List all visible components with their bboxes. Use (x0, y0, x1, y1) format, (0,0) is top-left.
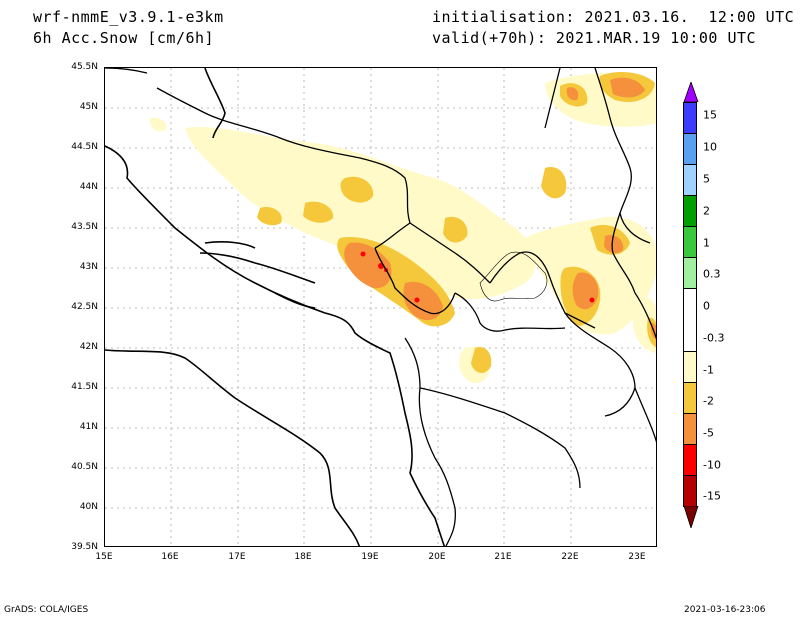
lat-label: 43N (79, 262, 98, 272)
lat-label: 45.5N (71, 62, 98, 72)
colorbar-swatch (683, 444, 697, 476)
lon-label: 20E (428, 552, 446, 562)
lat-label: 43.5N (71, 222, 98, 232)
render-timestamp: 2021-03-16-23:06 (684, 605, 766, 615)
colorbar-swatch (683, 164, 697, 196)
colorbar-label: 0 (703, 299, 710, 313)
lat-label: 44N (79, 182, 98, 192)
lat-label: 42.5N (71, 302, 98, 312)
colorbar-swatch (683, 257, 697, 289)
colorbar-swatch (683, 102, 697, 134)
snow-field (149, 72, 656, 384)
colorbar-swatch (683, 288, 697, 352)
colorbar-label: -15 (703, 489, 721, 503)
model-title: wrf-nmmE_v3.9.1-e3km (33, 8, 224, 26)
colorbar-swatch (683, 226, 697, 258)
lat-label: 44.5N (71, 142, 98, 152)
lon-label: 23E (628, 552, 646, 562)
map-panel (104, 67, 657, 547)
colorbar-label: -1 (703, 363, 714, 377)
colorbar-label: 15 (703, 108, 717, 122)
colorbar-swatch (683, 133, 697, 165)
colorbar-label: -5 (703, 426, 714, 440)
lat-label: 45N (79, 102, 98, 112)
lon-label: 22E (561, 552, 579, 562)
country-borders (105, 68, 656, 546)
lat-label: 40.5N (71, 462, 98, 472)
map-canvas (105, 68, 656, 546)
colorbar-label: -10 (703, 458, 721, 472)
colorbar-label: -2 (703, 394, 714, 408)
lon-label: 17E (228, 552, 246, 562)
colorbar-swatch (683, 351, 697, 383)
colorbar-bottom-arrow (683, 506, 699, 528)
field-title: 6h Acc.Snow [cm/6h] (33, 29, 215, 47)
colorbar-label: 10 (703, 140, 717, 154)
colorbar-swatch (683, 195, 697, 227)
colorbar-swatch (683, 382, 697, 414)
lon-label: 21E (494, 552, 512, 562)
lon-label: 16E (161, 552, 179, 562)
colorbar-label: 5 (703, 172, 710, 186)
colorbar-label: 0.3 (703, 267, 721, 281)
colorbar-label: -0.3 (703, 331, 725, 345)
colorbar-swatch (683, 413, 697, 445)
lon-label: 18E (294, 552, 312, 562)
valid-time: valid(+70h): 2021.MAR.19 10:00 UTC (432, 29, 757, 47)
colorbar-label: 1 (703, 236, 710, 250)
colorbar-swatch (683, 475, 697, 507)
lat-label: 41N (79, 422, 98, 432)
colorbar-label: 2 (703, 204, 710, 218)
init-time: initialisation: 2021.03.16. 12:00 UTC (432, 8, 795, 26)
colorbar-top-arrow (683, 82, 699, 102)
grads-credit: GrADS: COLA/IGES (4, 605, 89, 615)
lat-label: 40N (79, 502, 98, 512)
lat-label: 42N (79, 342, 98, 352)
lon-label: 15E (95, 552, 113, 562)
lon-label: 19E (361, 552, 379, 562)
coastlines (105, 68, 446, 546)
lat-label: 39.5N (71, 542, 98, 552)
lat-label: 41.5N (71, 382, 98, 392)
kosovo-border (479, 251, 548, 302)
